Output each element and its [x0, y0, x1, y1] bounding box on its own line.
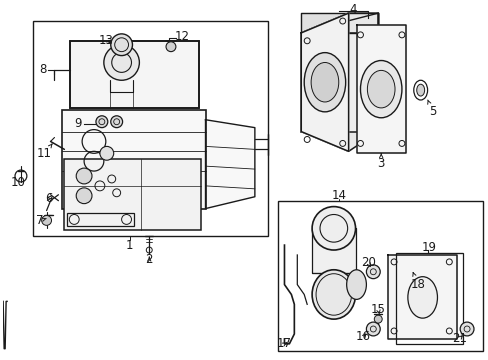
- Text: 20: 20: [360, 256, 375, 269]
- Ellipse shape: [360, 60, 401, 118]
- Ellipse shape: [416, 84, 424, 96]
- Text: 18: 18: [409, 273, 424, 291]
- Text: 21: 21: [451, 332, 466, 345]
- Circle shape: [96, 116, 107, 128]
- Circle shape: [76, 188, 92, 204]
- Text: 14: 14: [330, 189, 346, 202]
- Polygon shape: [356, 25, 405, 153]
- Text: 11: 11: [37, 144, 52, 160]
- Bar: [33, 21, 267, 236]
- Polygon shape: [301, 13, 348, 151]
- Text: 8: 8: [39, 63, 46, 76]
- Polygon shape: [301, 13, 348, 132]
- Text: 1: 1: [125, 239, 133, 252]
- Bar: [62, 110, 205, 208]
- Bar: [70, 41, 198, 108]
- Ellipse shape: [304, 53, 345, 112]
- Circle shape: [366, 265, 380, 279]
- Bar: [277, 201, 482, 351]
- Text: 12: 12: [174, 30, 189, 43]
- Circle shape: [100, 147, 114, 160]
- Circle shape: [373, 315, 382, 323]
- Text: 16: 16: [355, 330, 370, 343]
- Circle shape: [311, 207, 355, 250]
- Text: 4: 4: [349, 3, 357, 16]
- Ellipse shape: [311, 270, 355, 319]
- Bar: [311, 228, 355, 273]
- Text: 2: 2: [145, 253, 153, 266]
- Circle shape: [76, 168, 92, 184]
- Text: 10: 10: [11, 176, 25, 189]
- Text: 15: 15: [370, 303, 385, 316]
- Text: 13: 13: [98, 34, 113, 47]
- Text: 17: 17: [276, 337, 291, 350]
- Bar: [395, 253, 462, 344]
- Text: 6: 6: [45, 192, 52, 205]
- Circle shape: [41, 216, 51, 225]
- Ellipse shape: [366, 71, 394, 108]
- Circle shape: [103, 45, 139, 80]
- Polygon shape: [205, 120, 254, 208]
- Bar: [67, 212, 134, 226]
- Ellipse shape: [346, 270, 366, 300]
- Circle shape: [110, 116, 122, 128]
- Ellipse shape: [407, 277, 437, 318]
- Circle shape: [459, 322, 473, 336]
- Polygon shape: [301, 13, 378, 33]
- Text: 19: 19: [421, 240, 436, 253]
- Text: 9: 9: [74, 117, 82, 130]
- Polygon shape: [387, 255, 456, 339]
- Circle shape: [366, 322, 380, 336]
- Text: 7: 7: [36, 214, 46, 227]
- Ellipse shape: [310, 63, 338, 102]
- Bar: [301, 33, 378, 132]
- Circle shape: [166, 42, 176, 51]
- Circle shape: [110, 34, 132, 55]
- Polygon shape: [301, 13, 378, 151]
- Text: 5: 5: [427, 100, 435, 118]
- Text: 3: 3: [377, 154, 384, 170]
- Bar: [64, 159, 200, 230]
